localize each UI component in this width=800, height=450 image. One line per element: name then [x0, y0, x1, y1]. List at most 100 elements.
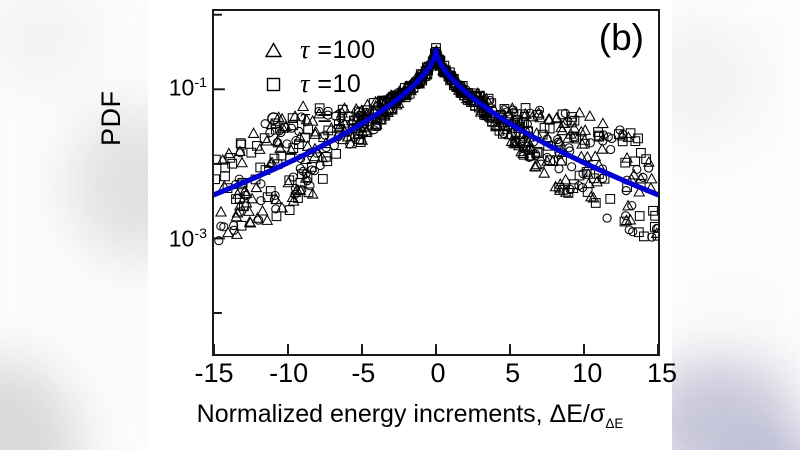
data-point-marker	[265, 128, 275, 138]
data-point-marker	[583, 109, 596, 121]
data-point-marker	[252, 141, 262, 151]
data-point-marker	[272, 137, 282, 147]
x-tick-label: 5	[505, 358, 521, 388]
x-axis-label: Normalized energy increments, ΔE/σΔE	[196, 400, 624, 431]
blurred-right-margin	[670, 0, 800, 450]
data-point-marker	[585, 138, 595, 148]
data-point-marker	[559, 173, 572, 185]
data-point-marker	[297, 185, 307, 195]
data-point-marker	[518, 144, 528, 154]
data-point-marker	[499, 128, 509, 139]
data-point-marker	[522, 119, 532, 129]
data-point-marker	[596, 117, 609, 129]
data-point-marker	[568, 121, 581, 133]
data-point-marker	[619, 216, 630, 227]
data-point-marker	[231, 206, 244, 218]
data-point-marker	[625, 128, 636, 139]
data-point-marker	[598, 130, 609, 140]
data-point-marker	[318, 132, 329, 143]
data-point-marker	[379, 95, 389, 105]
data-point-marker	[314, 106, 324, 116]
data-point-marker	[579, 138, 590, 149]
legend-item-tau-1: τ =1	[260, 101, 376, 135]
data-point-marker	[384, 93, 394, 103]
data-point-marker	[296, 112, 307, 122]
data-point-marker	[542, 152, 552, 163]
data-point-marker	[229, 220, 239, 231]
data-point-marker	[261, 214, 274, 225]
data-point-marker	[214, 174, 221, 185]
data-point-marker	[225, 152, 236, 163]
data-point-marker	[480, 110, 490, 120]
data-point-marker	[284, 205, 295, 215]
data-point-marker	[253, 215, 264, 225]
panel-label: (b)	[598, 17, 644, 58]
data-point-marker	[269, 195, 279, 205]
data-point-marker	[236, 220, 247, 231]
data-point-marker	[543, 113, 556, 124]
triangle-marker-icon	[260, 42, 286, 58]
data-point-marker	[483, 113, 493, 123]
data-point-marker	[534, 105, 545, 115]
data-point-marker	[220, 162, 231, 173]
data-point-marker	[624, 225, 634, 235]
x-tick-label: 10	[572, 358, 603, 388]
data-point-marker	[622, 199, 635, 211]
data-point-marker	[235, 207, 245, 217]
data-point-marker	[265, 186, 276, 196]
data-point-marker	[509, 107, 519, 117]
data-point-marker	[616, 129, 629, 141]
data-point-marker	[355, 110, 365, 120]
data-point-marker	[632, 164, 642, 174]
data-point-marker	[558, 184, 569, 195]
data-point-marker	[349, 132, 360, 142]
data-point-marker	[569, 132, 579, 142]
data-point-marker	[598, 173, 608, 183]
data-point-marker	[314, 103, 325, 114]
data-point-marker	[298, 166, 308, 176]
data-point-marker	[575, 125, 588, 137]
data-point-marker	[295, 163, 305, 174]
data-point-marker	[286, 191, 299, 203]
blurred-left-margin	[0, 0, 150, 450]
data-point-marker	[554, 164, 564, 174]
data-point-marker	[325, 121, 338, 133]
data-point-marker	[369, 125, 379, 135]
data-point-marker	[315, 160, 325, 171]
data-point-marker	[485, 95, 495, 105]
data-point-marker	[276, 112, 289, 124]
chart-figure: PDF (b) τ =100 τ =10	[96, 0, 677, 450]
data-point-marker	[574, 181, 584, 191]
data-point-marker	[618, 129, 628, 140]
data-point-marker	[256, 179, 266, 189]
data-point-marker	[539, 122, 550, 133]
data-point-marker	[305, 181, 315, 191]
data-point-marker	[247, 127, 260, 138]
data-point-marker	[532, 109, 543, 120]
data-point-marker	[578, 169, 588, 179]
data-point-marker	[615, 125, 625, 135]
data-point-marker	[287, 194, 300, 206]
data-point-marker	[246, 192, 259, 204]
data-point-marker	[505, 135, 518, 146]
data-point-marker	[648, 205, 658, 216]
data-point-marker	[621, 151, 633, 163]
data-point-marker	[274, 142, 287, 153]
data-point-marker	[531, 158, 543, 170]
chart-legend: τ =100 τ =10 τ =1	[260, 33, 376, 135]
data-point-marker	[621, 186, 631, 196]
legend-item-tau-100: τ =100	[260, 33, 376, 67]
data-point-marker	[235, 148, 245, 158]
data-point-marker	[651, 223, 658, 234]
data-point-marker	[323, 106, 333, 116]
data-point-marker	[581, 150, 594, 162]
data-point-marker	[603, 132, 613, 142]
data-point-marker	[287, 113, 298, 123]
data-point-marker	[560, 108, 570, 118]
data-point-marker	[355, 137, 366, 147]
data-point-marker	[233, 145, 246, 156]
data-point-marker	[215, 205, 227, 217]
data-point-marker	[532, 146, 543, 157]
data-point-marker	[337, 104, 348, 115]
